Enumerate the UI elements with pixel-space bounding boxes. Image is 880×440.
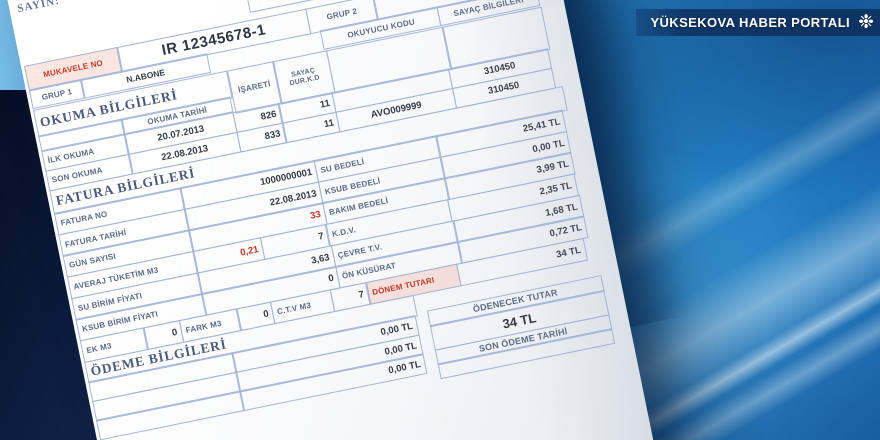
snowflake-icon: ❉ [858, 12, 874, 33]
salutation-label: SAYIN: [16, 0, 61, 16]
bill-content: SAYIN: BİNA KİMLİK NO: 201308 DÖNEM 1 / … [12, 0, 622, 440]
news-portal-watermark: YÜKSEKOVA HABER PORTALI ❉ [636, 9, 880, 36]
watermark-label: YÜKSEKOVA HABER PORTALI [650, 15, 851, 30]
